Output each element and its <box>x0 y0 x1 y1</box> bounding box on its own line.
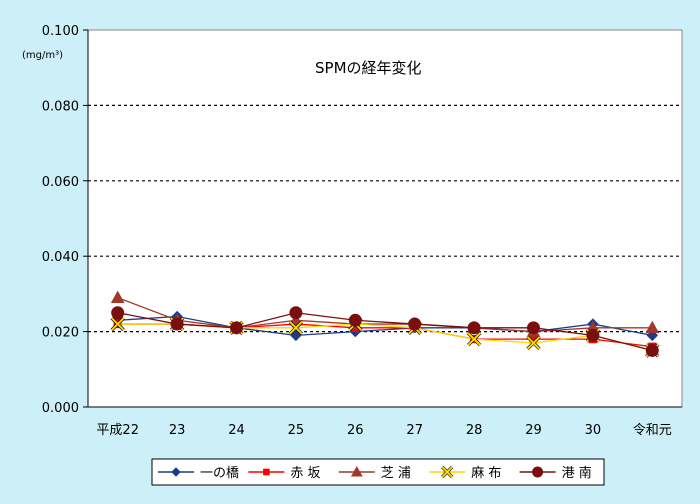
data-point <box>110 290 125 303</box>
series-circle <box>111 306 659 357</box>
data-point <box>263 468 270 476</box>
y-tick-label: 0.000 <box>42 401 79 416</box>
data-point <box>230 321 243 335</box>
legend-label: 芝 浦 <box>381 465 411 481</box>
data-point <box>645 343 659 357</box>
data-point <box>171 467 181 477</box>
x-tick-label: 27 <box>406 423 423 438</box>
x-tick-label: 24 <box>228 423 245 438</box>
legend-item: 一の橋 <box>158 466 239 481</box>
data-point <box>586 328 600 342</box>
y-tick-label: 0.080 <box>42 99 79 114</box>
data-point <box>441 465 454 479</box>
legend-label: 赤 坂 <box>290 466 320 481</box>
data-point <box>467 321 481 335</box>
y-tick-label: 0.020 <box>42 326 79 341</box>
plot-area <box>87 29 683 408</box>
data-point <box>290 329 302 342</box>
data-point <box>532 466 544 478</box>
y-tick-label: 0.100 <box>42 24 79 39</box>
series-line <box>117 297 653 333</box>
legend-label: 麻 布 <box>471 466 501 481</box>
x-tick-label: 令和元 <box>633 423 672 438</box>
data-point <box>289 306 303 320</box>
data-point <box>111 306 125 320</box>
legend-label: 港 南 <box>562 465 592 481</box>
series-line <box>117 315 653 337</box>
data-point <box>526 335 541 351</box>
legend-label: 一の橋 <box>200 466 239 481</box>
data-point <box>466 332 482 347</box>
data-point <box>350 465 363 477</box>
legend-item: 芝 浦 <box>338 465 411 481</box>
x-tick-label: 平成22 <box>96 423 139 438</box>
legend: 一の橋 赤 坂 芝 浦 麻 布 港 南 <box>151 458 605 486</box>
data-point <box>408 317 422 331</box>
legend-item: 港 南 <box>519 465 592 481</box>
legend-item: 麻 布 <box>429 465 501 481</box>
chart-title: SPMの経年変化 <box>315 59 422 77</box>
x-tick-label: 25 <box>288 423 305 438</box>
x-tick-label: 23 <box>169 423 186 438</box>
x-tick-label: 30 <box>585 423 602 438</box>
y-tick-label: 0.040 <box>42 250 79 265</box>
x-tick-label: 29 <box>525 423 542 438</box>
data-point <box>289 313 303 326</box>
series-line <box>117 312 653 352</box>
data-point <box>645 320 660 334</box>
x-tick-label: 26 <box>347 423 364 438</box>
data-point <box>348 313 362 327</box>
series-layer <box>110 290 660 358</box>
y-axis-unit-label: (mg/m³) <box>22 50 63 61</box>
data-point <box>527 321 540 335</box>
x-tick-labels: 平成22 23 24 25 26 27 28 29 30 令和元 <box>96 423 671 438</box>
y-tick-label: 0.060 <box>42 175 79 190</box>
data-point <box>170 317 184 331</box>
data-point <box>110 316 125 332</box>
grid-layer <box>83 29 682 408</box>
x-tick-label: 28 <box>466 423 483 438</box>
data-point <box>288 320 304 335</box>
legend-item: 赤 坂 <box>248 466 321 481</box>
y-tick-labels: 0.000 0.020 0.040 0.060 0.080 0.100 <box>42 24 79 416</box>
